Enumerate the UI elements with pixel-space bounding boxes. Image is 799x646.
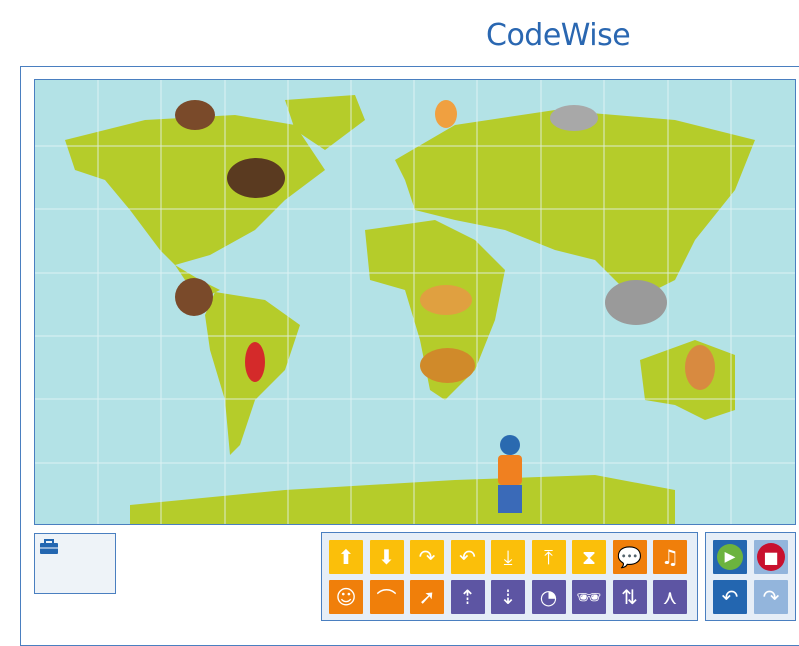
fox-icon[interactable] [435,100,457,128]
stand-up-icon: ⤒ [544,545,553,569]
move-up-icon: ⬆ [337,545,355,569]
bridge-button[interactable]: ⌒ [369,580,404,614]
wolf-icon[interactable] [550,105,598,131]
say-icon: 💬 [617,545,642,569]
pick-up-button[interactable]: ⇡ [450,580,485,614]
pick-up-icon: ⇡ [459,585,476,609]
grow-shrink-button[interactable]: ⇅ [612,580,647,614]
lion-icon[interactable] [420,348,475,383]
undo-icon: ↶ [721,585,739,609]
stand-up-button[interactable]: ⤒ [531,540,566,574]
sit-down-icon: ⤓ [503,545,513,569]
grow-shrink-icon: ⇅ [621,585,638,609]
dance-icon: ☺ [335,585,357,609]
say-button[interactable]: 💬 [612,540,647,574]
sing-icon: ♫ [661,545,679,569]
speed-button[interactable]: ◔ [531,580,566,614]
jump-icon: ➚ [418,585,436,609]
map-graphic [35,80,795,524]
wait-icon: ⧗ [581,545,597,569]
sit-down-button[interactable]: ⤓ [491,540,525,574]
put-down-button[interactable]: ⇣ [491,580,525,614]
elephant-icon[interactable] [605,280,667,325]
speed-icon: ◔ [539,585,558,609]
stop-button[interactable]: ■ [754,540,788,574]
redo-icon: ↷ [762,585,780,609]
app-title: CodeWise [486,18,631,53]
disguise-button[interactable]: 🕶 [572,580,606,614]
move-down-button[interactable]: ⬇ [369,540,404,574]
disguise-icon: 🕶 [576,585,602,609]
dance-button[interactable]: ☺ [329,580,363,614]
greenland [285,95,365,150]
europe-asia [395,110,755,300]
world-map [34,79,796,525]
antarctica [130,475,675,524]
wait-button[interactable]: ⧗ [572,540,606,574]
inventory-panel[interactable] [34,533,116,594]
branch-icon: ⋏ [662,585,678,609]
command-palette: ⬆ ⬇ ↷ ↶ ⤓ ⤒ ⧗ 💬 ♫ ☺ ⌒ ➚ ⇡ ⇣ ◔ 🕶 ⇅ ⋏ [321,532,698,621]
parrot-icon[interactable] [245,342,265,382]
kangaroo-icon[interactable] [685,345,715,390]
sing-button[interactable]: ♫ [653,540,687,574]
bridge-icon: ⌒ [376,586,397,611]
monkey-icon[interactable] [175,278,213,316]
play-button[interactable]: ▶ [713,540,747,574]
briefcase-icon [40,539,58,554]
north-america [65,115,325,265]
turn-left-icon: ↶ [459,545,476,569]
stop-icon: ■ [757,543,785,571]
redo-button[interactable]: ↷ [754,580,788,614]
undo-button[interactable]: ↶ [713,580,747,614]
jump-button[interactable]: ➚ [410,580,444,614]
eagle-icon[interactable] [227,158,285,198]
move-up-button[interactable]: ⬆ [329,540,363,574]
branch-button[interactable]: ⋏ [653,580,687,614]
turn-right-icon: ↷ [418,545,436,569]
put-down-icon: ⇣ [499,585,517,609]
run-controls: ▶ ■ ↶ ↷ [705,532,796,621]
turn-left-button[interactable]: ↶ [450,540,485,574]
bear-icon[interactable] [175,100,215,130]
move-down-icon: ⬇ [378,545,395,569]
play-icon: ▶ [717,544,743,570]
jaguar-icon[interactable] [420,285,472,315]
character-explorer[interactable] [490,435,530,515]
turn-right-button[interactable]: ↷ [410,540,444,574]
grid-lines [35,80,795,524]
